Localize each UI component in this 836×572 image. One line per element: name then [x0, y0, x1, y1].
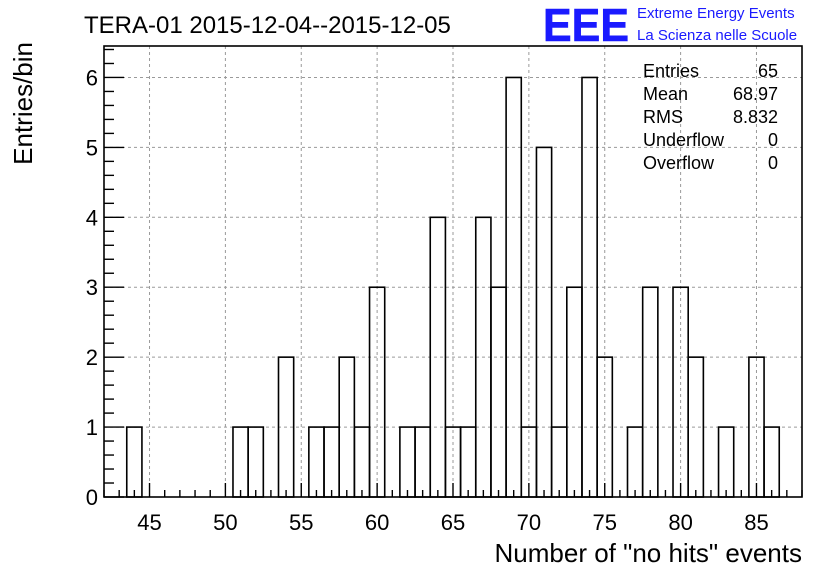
axes	[103, 45, 803, 498]
stats-label-4: Overflow	[643, 153, 715, 173]
y-tick-label-6: 6	[86, 65, 98, 90]
x-tick-label-2: 55	[289, 510, 313, 535]
histogram-bar-29	[763, 426, 781, 498]
stats-label-2: RMS	[643, 107, 683, 127]
histogram-bar-18	[535, 146, 553, 498]
x-tick-label-7: 80	[668, 510, 692, 535]
eee-logo-text: EEE	[543, 0, 629, 51]
stats-value-1: 68.97	[733, 84, 778, 104]
histogram-bar-26	[687, 356, 705, 498]
eee-logo-line2: La Scienza nelle Scuole	[637, 27, 797, 44]
x-tick-label-1: 50	[213, 510, 237, 535]
y-tick-label-3: 3	[86, 275, 98, 300]
x-axis-title: Number of "no hits" events	[495, 538, 803, 568]
histogram-bar-24	[641, 286, 659, 498]
histogram-bar-10	[414, 426, 432, 498]
y-tick-label-0: 0	[86, 485, 98, 510]
histogram-bar-5	[323, 426, 340, 498]
histogram-bar-1	[232, 426, 249, 498]
histogram-bar-19	[550, 426, 568, 498]
histogram-bar-4	[308, 426, 325, 498]
histogram-bar-27	[717, 426, 735, 498]
grid-lines	[104, 46, 802, 497]
histogram-bar-11	[429, 216, 447, 498]
eee-logo-line1: Extreme Energy Events	[637, 5, 795, 22]
chart-title: TERA-01 2015-12-04--2015-12-05	[84, 12, 451, 39]
y-tick-label-1: 1	[86, 415, 98, 440]
histogram-bar-20	[566, 286, 583, 498]
histogram-bar-13	[459, 426, 477, 498]
y-tick-label-4: 4	[86, 205, 98, 230]
histogram-bar-9	[399, 426, 416, 498]
histogram-bar-15	[490, 286, 507, 498]
x-tick-label-6: 75	[592, 510, 616, 535]
stats-box: Entries 65 Mean 68.97 RMS 8.832 Underflow 0 Over…	[643, 61, 778, 173]
x-tick-label-3: 60	[365, 510, 389, 535]
stats-value-2: 8.832	[733, 107, 778, 127]
histogram-bar-7	[353, 426, 371, 498]
x-tick-label-4: 65	[441, 510, 465, 535]
x-tick-label-5: 70	[517, 510, 541, 535]
stats-value-3: 0	[768, 130, 778, 150]
y-tick-label-5: 5	[86, 135, 98, 160]
stats-value-4: 0	[768, 153, 778, 173]
stats-label-1: Mean	[643, 84, 688, 104]
stats-label-0: Entries	[643, 61, 699, 81]
eee-logo: EEE Extreme Energy Events La Scienza nel…	[543, 0, 797, 51]
histogram-bar-23	[626, 426, 644, 498]
histogram-bar-0	[125, 426, 143, 498]
y-axis-title: Entries/bin	[8, 42, 38, 165]
x-tick-label-8: 85	[744, 510, 768, 535]
stats-label-3: Underflow	[643, 130, 725, 150]
x-tick-label-0: 45	[137, 510, 161, 535]
y-tick-label-2: 2	[86, 345, 98, 370]
stats-value-0: 65	[758, 61, 778, 81]
histogram-bar-2	[247, 426, 265, 498]
